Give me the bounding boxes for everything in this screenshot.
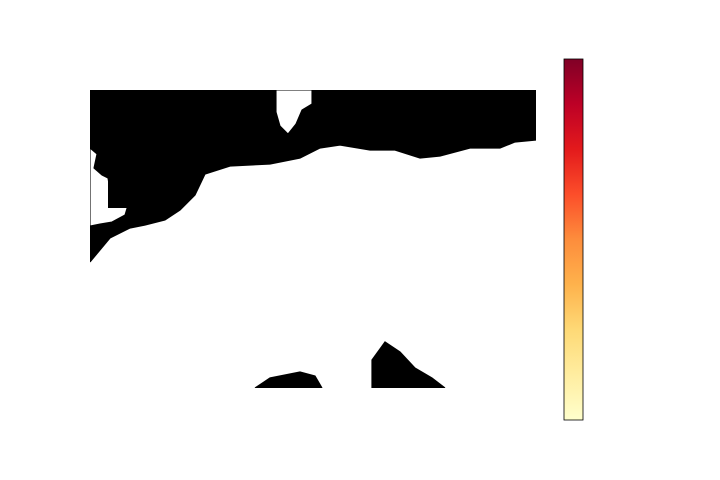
north-coastline (129, 139, 536, 229)
scandinavia-land (275, 90, 313, 135)
channel-coastline (90, 227, 131, 263)
colorbar (563, 58, 584, 421)
north-sea-ocean (90, 90, 536, 262)
colorbar-gradient (563, 58, 584, 421)
adriatic-coastline (371, 341, 446, 388)
sweden-land (349, 90, 385, 139)
danish-islands-outline (339, 117, 363, 137)
map-area (90, 90, 536, 388)
bornholm-outline (423, 123, 437, 133)
adriatic-ocean (372, 342, 445, 388)
ligurian-ocean (255, 372, 322, 388)
gb-cell (108, 178, 132, 208)
denmark-outline (309, 103, 337, 141)
land-features (90, 90, 536, 388)
ligurian-coastline (254, 371, 323, 388)
